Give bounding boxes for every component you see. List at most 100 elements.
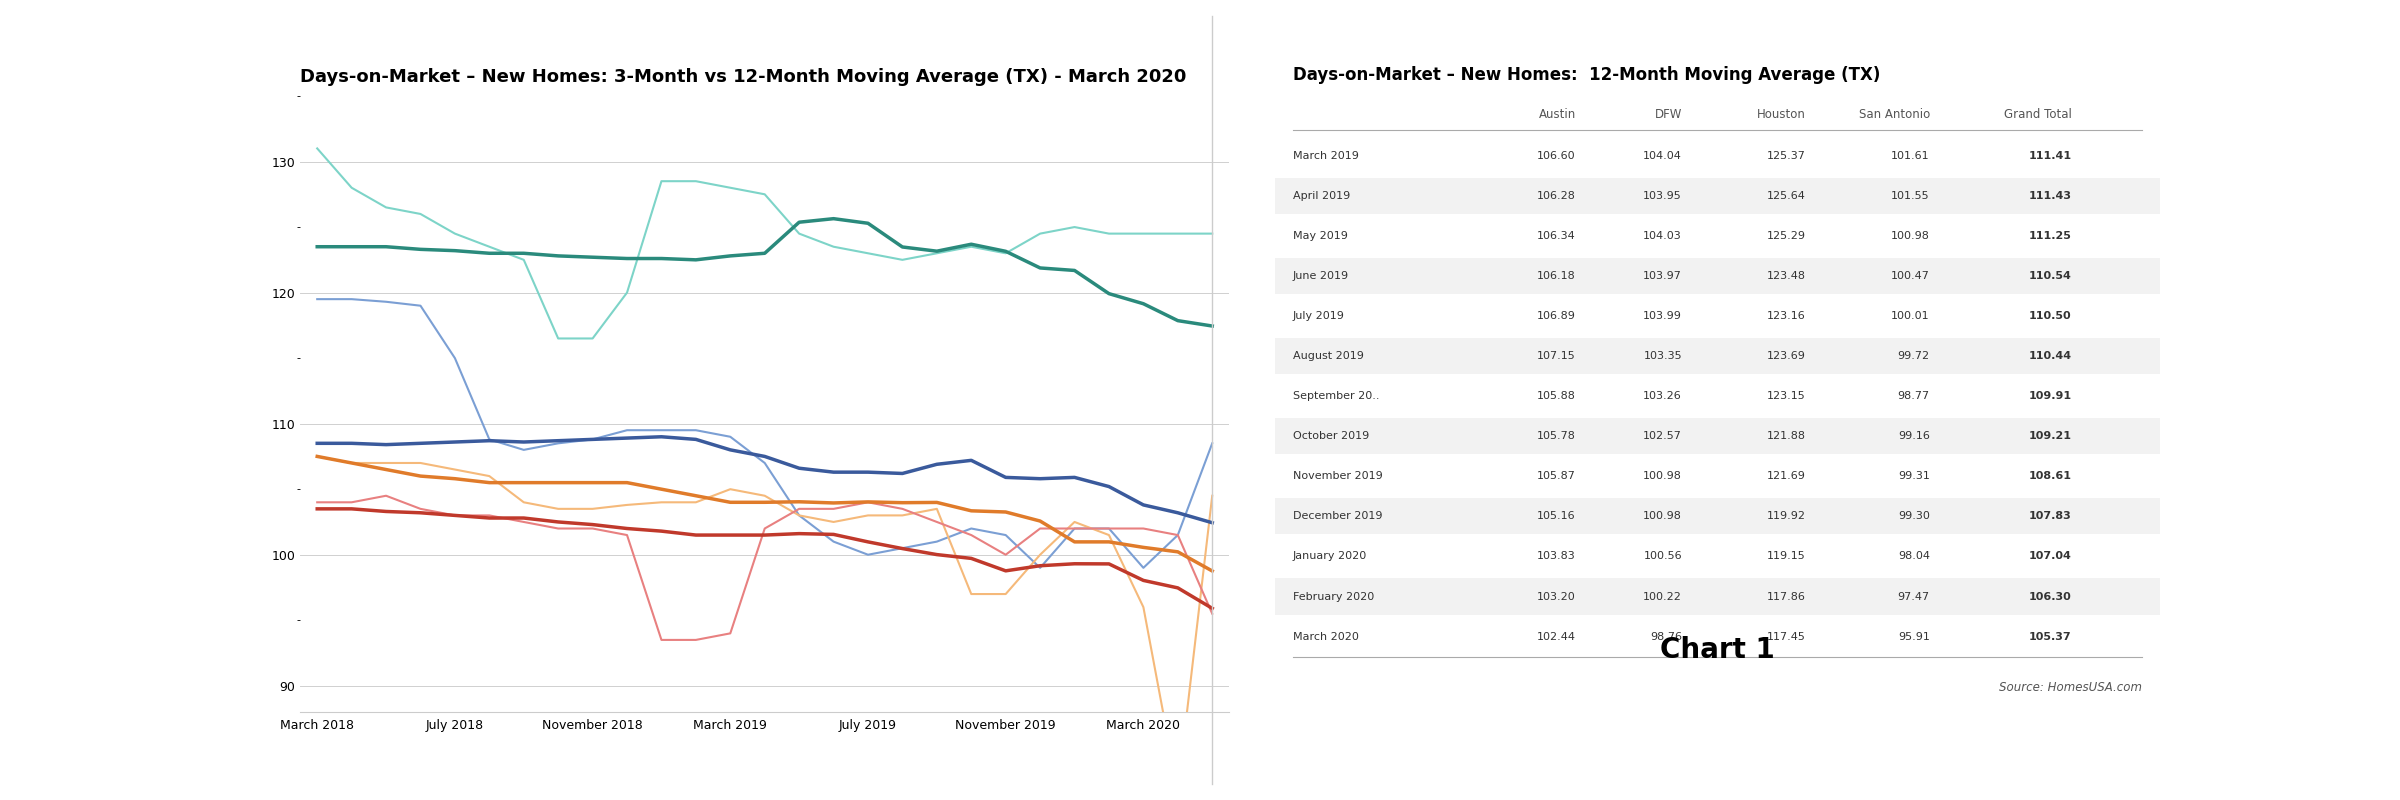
- Text: 103.97: 103.97: [1644, 271, 1682, 281]
- Text: 111.25: 111.25: [2028, 231, 2071, 241]
- Text: 123.48: 123.48: [1766, 271, 1805, 281]
- Text: 105.16: 105.16: [1536, 511, 1577, 522]
- Text: May 2019: May 2019: [1294, 231, 1346, 241]
- Text: 105.88: 105.88: [1536, 391, 1577, 402]
- Text: 106.89: 106.89: [1536, 311, 1577, 322]
- Text: 105.87: 105.87: [1536, 471, 1577, 482]
- Text: 103.99: 103.99: [1644, 311, 1682, 322]
- Text: 107.15: 107.15: [1536, 351, 1577, 362]
- Text: 104.04: 104.04: [1644, 151, 1682, 161]
- Text: 100.22: 100.22: [1644, 591, 1682, 602]
- FancyBboxPatch shape: [1274, 378, 2160, 414]
- Text: November 2019: November 2019: [1294, 471, 1382, 482]
- Text: 107.04: 107.04: [2028, 551, 2071, 562]
- FancyBboxPatch shape: [1274, 258, 2160, 294]
- Text: DFW: DFW: [1654, 108, 1682, 121]
- Text: 123.16: 123.16: [1766, 311, 1805, 322]
- FancyBboxPatch shape: [1274, 218, 2160, 254]
- FancyBboxPatch shape: [1274, 338, 2160, 374]
- Text: 95.91: 95.91: [1898, 631, 1930, 642]
- Text: Grand Total: Grand Total: [2004, 108, 2071, 121]
- Text: Chart 1: Chart 1: [1661, 637, 1774, 664]
- Text: San Antonio: San Antonio: [1858, 108, 1930, 121]
- Text: 117.45: 117.45: [1766, 631, 1805, 642]
- FancyBboxPatch shape: [1274, 418, 2160, 454]
- FancyBboxPatch shape: [1274, 578, 2160, 614]
- Text: 123.69: 123.69: [1766, 351, 1805, 362]
- Text: 98.77: 98.77: [1898, 391, 1930, 402]
- Text: 123.15: 123.15: [1766, 391, 1805, 402]
- Text: 119.92: 119.92: [1766, 511, 1805, 522]
- Text: 103.95: 103.95: [1644, 191, 1682, 201]
- Text: January 2020: January 2020: [1294, 551, 1366, 562]
- FancyBboxPatch shape: [1274, 498, 2160, 534]
- Text: 100.98: 100.98: [1891, 231, 1930, 241]
- Text: 102.44: 102.44: [1536, 631, 1577, 642]
- Text: October 2019: October 2019: [1294, 431, 1368, 442]
- Text: 119.15: 119.15: [1766, 551, 1805, 562]
- Text: 100.98: 100.98: [1644, 511, 1682, 522]
- Text: 103.20: 103.20: [1536, 591, 1577, 602]
- Text: 101.55: 101.55: [1891, 191, 1930, 201]
- Text: Austin: Austin: [1538, 108, 1577, 121]
- Text: 100.47: 100.47: [1891, 271, 1930, 281]
- Text: February 2020: February 2020: [1294, 591, 1373, 602]
- Text: Days-on-Market – New Homes:  12-Month Moving Average (TX): Days-on-Market – New Homes: 12-Month Mov…: [1294, 66, 1879, 84]
- Text: 110.54: 110.54: [2028, 271, 2071, 281]
- Text: 98.04: 98.04: [1898, 551, 1930, 562]
- Text: 97.47: 97.47: [1898, 591, 1930, 602]
- Text: 106.30: 106.30: [2028, 591, 2071, 602]
- Text: 106.60: 106.60: [1536, 151, 1577, 161]
- FancyBboxPatch shape: [1274, 618, 2160, 654]
- Text: 102.57: 102.57: [1644, 431, 1682, 442]
- Text: 109.21: 109.21: [2028, 431, 2071, 442]
- Text: 121.69: 121.69: [1766, 471, 1805, 482]
- Text: 108.61: 108.61: [2028, 471, 2071, 482]
- Text: March 2020: March 2020: [1294, 631, 1358, 642]
- Text: 100.56: 100.56: [1644, 551, 1682, 562]
- Text: 100.98: 100.98: [1644, 471, 1682, 482]
- Text: 103.83: 103.83: [1536, 551, 1577, 562]
- Text: Source: HomesUSA.com: Source: HomesUSA.com: [1999, 681, 2143, 694]
- Text: Houston: Houston: [1757, 108, 1805, 121]
- FancyBboxPatch shape: [1274, 138, 2160, 174]
- Text: March 2019: March 2019: [1294, 151, 1358, 161]
- Text: 107.83: 107.83: [2028, 511, 2071, 522]
- Text: 125.64: 125.64: [1766, 191, 1805, 201]
- Text: 121.88: 121.88: [1766, 431, 1805, 442]
- Text: 99.30: 99.30: [1898, 511, 1930, 522]
- Text: 100.01: 100.01: [1891, 311, 1930, 322]
- Text: 109.91: 109.91: [2028, 391, 2071, 402]
- Text: 125.37: 125.37: [1766, 151, 1805, 161]
- Text: July 2019: July 2019: [1294, 311, 1344, 322]
- Text: 99.72: 99.72: [1898, 351, 1930, 362]
- Text: 99.31: 99.31: [1898, 471, 1930, 482]
- Text: 103.26: 103.26: [1644, 391, 1682, 402]
- Text: 104.03: 104.03: [1644, 231, 1682, 241]
- Text: 106.28: 106.28: [1536, 191, 1577, 201]
- Text: 106.34: 106.34: [1536, 231, 1577, 241]
- FancyBboxPatch shape: [1274, 298, 2160, 334]
- Text: 125.29: 125.29: [1766, 231, 1805, 241]
- Text: 111.43: 111.43: [2028, 191, 2071, 201]
- Text: April 2019: April 2019: [1294, 191, 1349, 201]
- Text: 117.86: 117.86: [1766, 591, 1805, 602]
- Text: August 2019: August 2019: [1294, 351, 1363, 362]
- FancyBboxPatch shape: [1274, 538, 2160, 574]
- Text: December 2019: December 2019: [1294, 511, 1382, 522]
- Text: Days-on-Market – New Homes: 3-Month vs 12-Month Moving Average (TX) - March 2020: Days-on-Market – New Homes: 3-Month vs 1…: [300, 68, 1186, 86]
- Text: 110.50: 110.50: [2028, 311, 2071, 322]
- Text: September 20..: September 20..: [1294, 391, 1380, 402]
- FancyBboxPatch shape: [1274, 178, 2160, 214]
- Text: 98.76: 98.76: [1649, 631, 1682, 642]
- Text: 111.41: 111.41: [2028, 151, 2071, 161]
- Text: 99.16: 99.16: [1898, 431, 1930, 442]
- Text: 105.37: 105.37: [2028, 631, 2071, 642]
- Text: 101.61: 101.61: [1891, 151, 1930, 161]
- Text: 105.78: 105.78: [1536, 431, 1577, 442]
- Text: 110.44: 110.44: [2028, 351, 2071, 362]
- Text: 103.35: 103.35: [1644, 351, 1682, 362]
- FancyBboxPatch shape: [1274, 458, 2160, 494]
- Text: 106.18: 106.18: [1536, 271, 1577, 281]
- Text: June 2019: June 2019: [1294, 271, 1349, 281]
